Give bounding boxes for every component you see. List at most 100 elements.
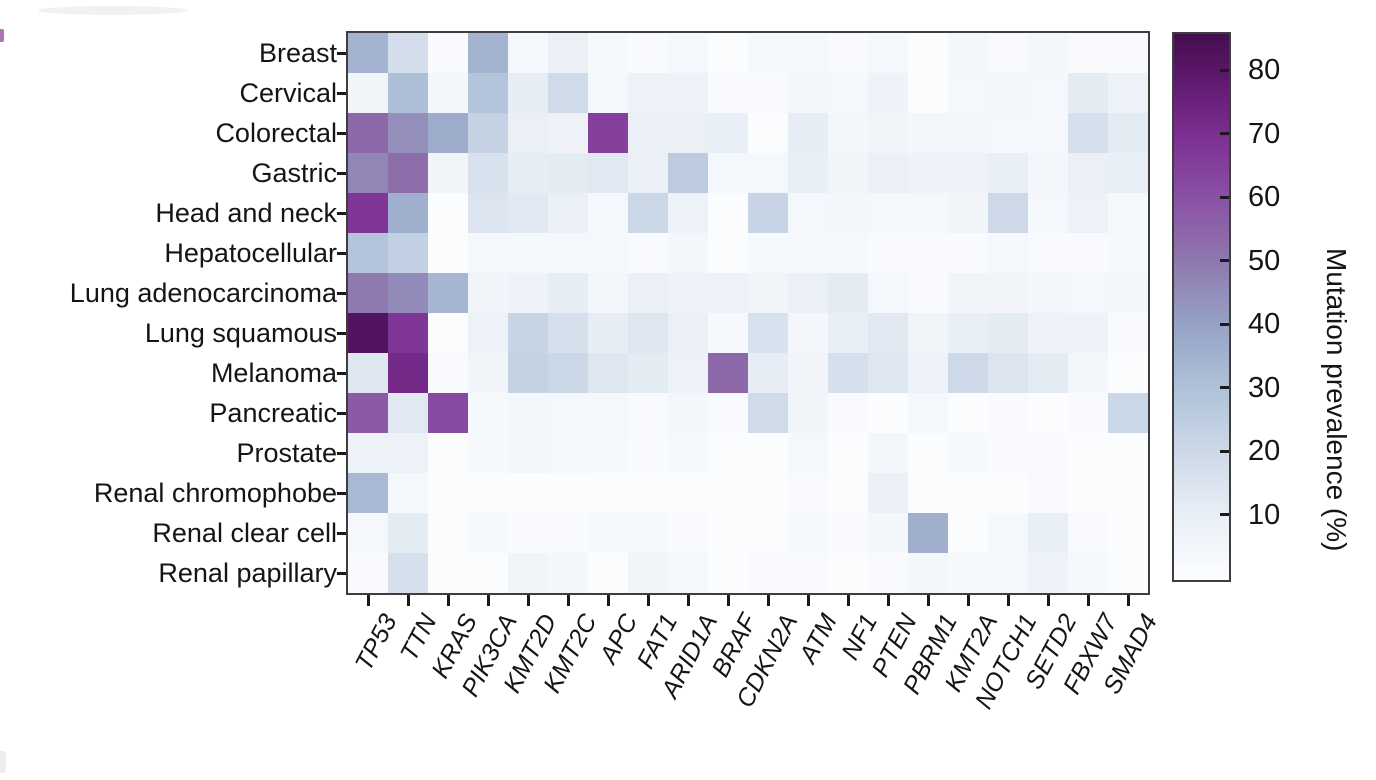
x-tick <box>966 595 970 606</box>
heatmap-cell <box>908 433 948 473</box>
heatmap-cell <box>788 473 828 513</box>
heatmap-cell <box>748 393 788 433</box>
heatmap-cell <box>988 553 1028 593</box>
heatmap-cell <box>548 313 588 353</box>
x-tick <box>886 595 890 606</box>
heatmap-cell <box>588 233 628 273</box>
heatmap-cell <box>348 433 388 473</box>
heatmap-cell <box>468 353 508 393</box>
heatmap-cell <box>628 33 668 73</box>
heatmap-cell <box>708 273 748 313</box>
row-label: Colorectal <box>215 118 337 148</box>
heatmap-cell <box>348 153 388 193</box>
heatmap-cell <box>708 473 748 513</box>
heatmap-cell <box>948 433 988 473</box>
heatmap-cell <box>948 513 988 553</box>
heatmap-cell <box>868 553 908 593</box>
row-label: Renal clear cell <box>152 518 337 548</box>
heatmap-cell <box>388 553 428 593</box>
heatmap-cell <box>708 553 748 593</box>
x-tick <box>686 595 690 606</box>
heatmap-cell <box>908 153 948 193</box>
heatmap-cell <box>548 433 588 473</box>
heatmap-cell <box>548 513 588 553</box>
heatmap-cell <box>788 353 828 393</box>
heatmap-cell <box>1108 513 1148 553</box>
heatmap-cell <box>1028 273 1068 313</box>
heatmap-cell <box>1108 393 1148 433</box>
row-label: Pancreatic <box>209 398 337 428</box>
heatmap-cell <box>1068 313 1108 353</box>
heatmap-cell <box>468 193 508 233</box>
heatmap-cell <box>708 353 748 393</box>
heatmap-cell <box>868 33 908 73</box>
heatmap-cell <box>628 553 668 593</box>
row-label: Renal chromophobe <box>93 478 337 508</box>
heatmap-cell <box>468 473 508 513</box>
heatmap-cell <box>868 153 908 193</box>
colorbar-tick <box>1220 513 1229 516</box>
y-tick <box>337 451 347 455</box>
heatmap-cell <box>588 433 628 473</box>
colorbar-tick <box>1220 132 1229 136</box>
colorbar-tick <box>1220 386 1229 390</box>
heatmap-cell <box>548 73 588 113</box>
heatmap-cell <box>348 273 388 313</box>
heatmap-cell <box>868 313 908 353</box>
x-tick <box>566 595 570 606</box>
heatmap-cell <box>788 193 828 233</box>
heatmap-cell <box>1028 193 1068 233</box>
heatmap-cell <box>668 353 708 393</box>
heatmap-cell <box>788 393 828 433</box>
heatmap-cell <box>908 73 948 113</box>
heatmap-cell <box>748 473 788 513</box>
heatmap-cell <box>1068 393 1108 433</box>
heatmap-cell <box>868 513 908 553</box>
heatmap-cell <box>1108 193 1148 233</box>
heatmap-cell <box>508 73 548 113</box>
heatmap-cell <box>508 513 548 553</box>
heatmap-cell <box>868 433 908 473</box>
crop-artifact-gray-fragment <box>0 751 6 773</box>
heatmap-cell <box>668 313 708 353</box>
heatmap-cell <box>988 433 1028 473</box>
heatmap-cell <box>988 393 1028 433</box>
heatmap-cell <box>1068 113 1108 153</box>
heatmap-cell <box>588 393 628 433</box>
heatmap-cell <box>508 313 548 353</box>
heatmap-cell <box>948 313 988 353</box>
x-tick <box>646 595 650 606</box>
x-tick <box>926 595 930 606</box>
heatmap-cell <box>668 513 708 553</box>
crop-artifact-purple-fragment <box>0 29 4 42</box>
heatmap-cell <box>468 73 508 113</box>
y-tick <box>337 171 347 175</box>
heatmap-cell <box>708 73 748 113</box>
heatmap-cell <box>588 73 628 113</box>
heatmap-cell <box>588 553 628 593</box>
heatmap-cell <box>1068 513 1108 553</box>
heatmap-cell <box>1068 473 1108 513</box>
heatmap-cell <box>908 273 948 313</box>
heatmap-cell <box>508 273 548 313</box>
heatmap-cell <box>708 113 748 153</box>
y-tick <box>337 251 347 255</box>
colorbar-tick <box>1220 449 1229 453</box>
heatmap-cell <box>908 513 948 553</box>
heatmap-cell <box>668 473 708 513</box>
x-tick <box>446 595 450 606</box>
heatmap-cell <box>348 513 388 553</box>
heatmap-cell <box>548 153 588 193</box>
heatmap-cell <box>468 273 508 313</box>
heatmap-cell <box>508 553 548 593</box>
x-tick <box>726 595 730 606</box>
heatmap-cell <box>868 193 908 233</box>
heatmap-cell <box>828 153 868 193</box>
heatmap-cell <box>628 313 668 353</box>
heatmap-cell <box>428 473 468 513</box>
heatmap-cell <box>1108 73 1148 113</box>
row-label: Gastric <box>251 158 337 188</box>
heatmap-cell <box>548 233 588 273</box>
heatmap-cell <box>868 113 908 153</box>
heatmap-cell <box>788 513 828 553</box>
